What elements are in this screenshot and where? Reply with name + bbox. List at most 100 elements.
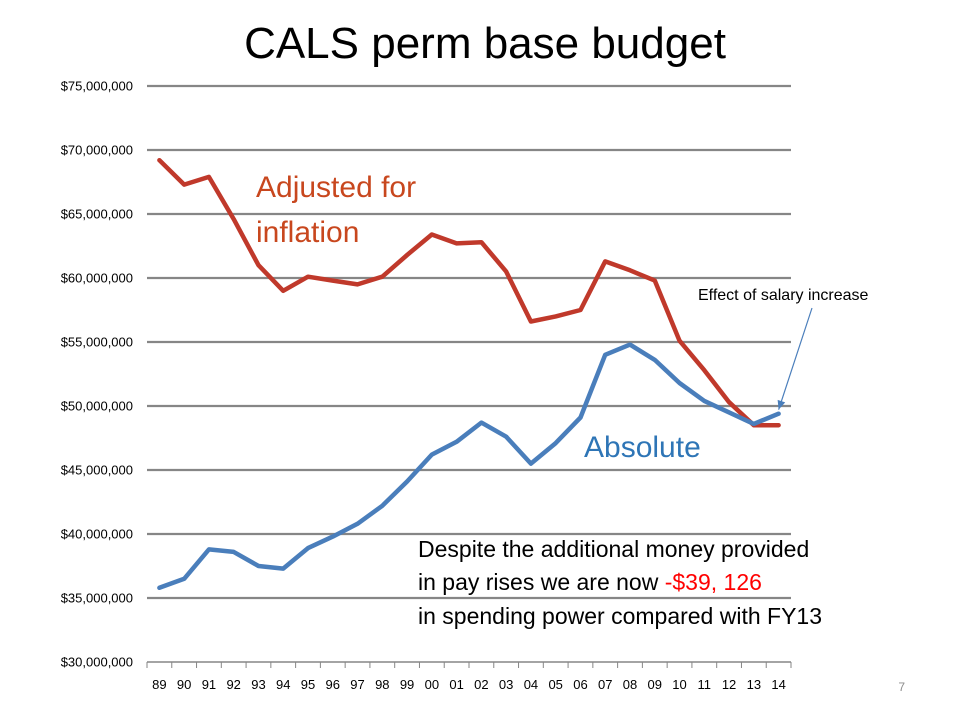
salary-arrow-head (777, 399, 786, 410)
point-absolute-14 (777, 412, 781, 416)
y-tick-label-6: $60,000,000 (61, 271, 133, 286)
gridlines (147, 84, 791, 600)
point-absolute-04 (529, 462, 533, 466)
point-adjusted-04 (529, 320, 533, 324)
note-line-1: Despite the additional money provided (418, 536, 809, 562)
point-absolute-94 (281, 567, 285, 571)
point-adjusted-98 (380, 275, 384, 279)
x-tick-label-91: 91 (202, 677, 216, 692)
x-tick-label-13: 13 (747, 677, 761, 692)
note-highlight-value: -$39, 126 (665, 569, 762, 595)
point-absolute-02 (479, 421, 483, 425)
x-tick-label-02: 02 (474, 677, 488, 692)
x-tick-label-10: 10 (672, 677, 686, 692)
note-line-3: in spending power compared with FY13 (418, 603, 822, 629)
point-absolute-09 (653, 358, 657, 362)
point-adjusted-09 (653, 279, 657, 283)
point-absolute-93 (256, 564, 260, 568)
point-adjusted-97 (356, 282, 360, 286)
x-tick-label-98: 98 (375, 677, 389, 692)
point-adjusted-02 (479, 240, 483, 244)
point-absolute-03 (504, 435, 508, 439)
point-adjusted-05 (554, 314, 558, 318)
point-adjusted-89 (157, 158, 161, 162)
absolute-series-label: Absolute (584, 431, 701, 464)
point-absolute-95 (306, 546, 310, 550)
chart-title: CALS perm base budget (244, 19, 726, 68)
x-tick-label-94: 94 (276, 677, 290, 692)
x-tick-label-12: 12 (722, 677, 736, 692)
point-adjusted-11 (702, 368, 706, 372)
x-tick-label-97: 97 (350, 677, 364, 692)
point-absolute-00 (430, 453, 434, 457)
y-tick-label-0: $30,000,000 (61, 655, 133, 670)
point-adjusted-03 (504, 270, 508, 274)
spending-note: Despite the additional money provided in… (418, 536, 822, 629)
series-line-adjusted (157, 157, 781, 428)
point-adjusted-14 (777, 423, 781, 427)
x-tick-label-93: 93 (251, 677, 265, 692)
x-tick-label-90: 90 (177, 677, 191, 692)
x-tick-label-06: 06 (573, 677, 587, 692)
point-absolute-10 (678, 381, 682, 385)
x-tick-label-08: 08 (623, 677, 637, 692)
x-tick-label-99: 99 (400, 677, 414, 692)
point-absolute-92 (232, 550, 236, 554)
x-tick-label-04: 04 (524, 677, 538, 692)
x-tick-label-09: 09 (648, 677, 662, 692)
point-absolute-12 (727, 410, 731, 414)
point-absolute-97 (356, 522, 360, 526)
adjusted-label-line-1: Adjusted for (256, 171, 416, 204)
y-tick-label-8: $70,000,000 (61, 143, 133, 158)
point-adjusted-08 (628, 268, 632, 272)
y-tick-label-5: $55,000,000 (61, 335, 133, 350)
x-tick-label-95: 95 (301, 677, 315, 692)
y-axis-tick-labels: $30,000,000 $35,000,000 $40,000,000 $45,000… (61, 79, 133, 670)
point-absolute-07 (603, 353, 607, 357)
point-absolute-06 (578, 416, 582, 420)
point-adjusted-94 (281, 289, 285, 293)
note-line-2-prefix: in pay rises we are now (418, 569, 665, 595)
y-tick-label-9: $75,000,000 (61, 79, 133, 94)
point-adjusted-93 (256, 263, 260, 267)
point-adjusted-01 (455, 241, 459, 245)
adjusted-series-label: Adjusted for inflation (256, 171, 424, 249)
series-line-absolute (157, 342, 781, 591)
x-tick-label-03: 03 (499, 677, 513, 692)
x-tick-label-92: 92 (226, 677, 240, 692)
x-tick-label-14: 14 (771, 677, 785, 692)
point-adjusted-12 (727, 400, 731, 404)
point-absolute-08 (628, 343, 632, 347)
point-absolute-90 (182, 577, 186, 581)
adjusted-label-line-2: inflation (256, 216, 359, 249)
y-tick-label-4: $50,000,000 (61, 399, 133, 414)
y-tick-label-7: $65,000,000 (61, 207, 133, 222)
point-adjusted-92 (232, 217, 236, 221)
point-absolute-13 (752, 422, 756, 426)
point-adjusted-99 (405, 253, 409, 257)
point-adjusted-00 (430, 232, 434, 236)
salary-increase-annotation: Effect of salary increase (698, 287, 869, 304)
point-absolute-89 (157, 586, 161, 590)
x-tick-label-01: 01 (449, 677, 463, 692)
x-tick-label-89: 89 (152, 677, 166, 692)
point-adjusted-90 (182, 183, 186, 187)
point-absolute-01 (455, 440, 459, 444)
point-absolute-05 (554, 441, 558, 445)
point-absolute-99 (405, 480, 409, 484)
point-adjusted-96 (331, 279, 335, 283)
x-axis: 89 90 91 92 93 94 95 96 97 98 99 00 01 02 03 04 05 06 07 08… (146, 661, 792, 692)
y-tick-label-3: $45,000,000 (61, 463, 133, 478)
y-tick-label-2: $40,000,000 (61, 527, 133, 542)
x-tick-label-96: 96 (326, 677, 340, 692)
point-absolute-91 (207, 547, 211, 551)
x-tick-label-05: 05 (548, 677, 562, 692)
salary-increase-arrow (778, 307, 813, 410)
point-absolute-98 (380, 504, 384, 508)
x-tick-label-00: 00 (425, 677, 439, 692)
y-tick-label-1: $35,000,000 (61, 591, 133, 606)
point-adjusted-10 (678, 339, 682, 343)
x-tick-label-07: 07 (598, 677, 612, 692)
series-lines (157, 157, 781, 591)
slide-number: 7 (898, 680, 905, 694)
